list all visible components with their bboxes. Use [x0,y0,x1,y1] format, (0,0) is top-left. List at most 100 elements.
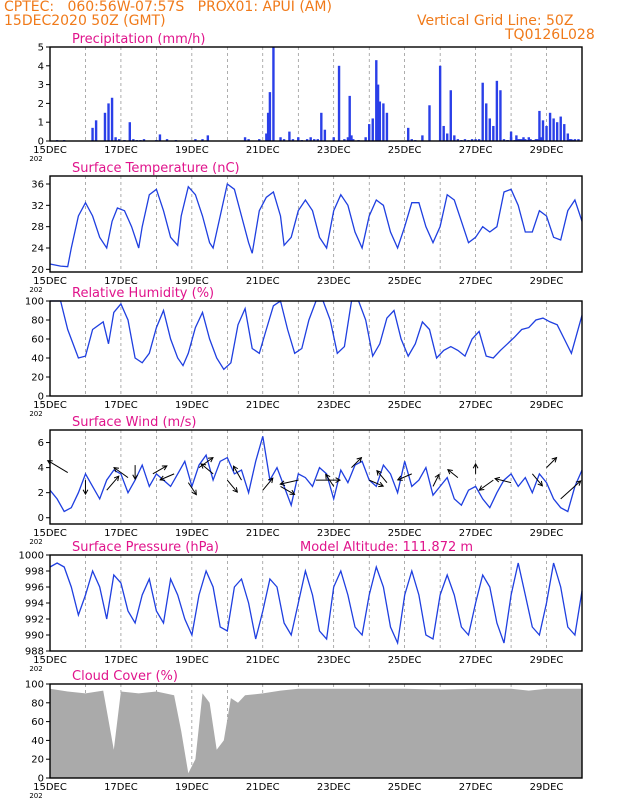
precipitation-bar [309,137,312,141]
pressure-ytick-label: 990 [25,631,44,642]
temperature-frame [49,175,583,273]
precipitation-bar [520,139,523,141]
precipitation-bar [407,127,410,141]
precipitation-bar [343,139,346,141]
temperature-xtick-label: 19DEC [175,276,209,287]
wind-vector [106,475,120,491]
temperature-xtick-label: 15DEC [33,276,67,287]
pressure-annotation: Model Altitude: 111.872 m [300,540,473,555]
wind-vector [233,465,242,481]
wind-title: Surface Wind (m/s) [72,415,196,430]
cloud-cover-xtick-label: 15DEC [33,782,67,793]
precipitation-frame [49,46,583,142]
cloud-cover-ytick-label: 20 [31,755,44,766]
wind-vector-head [233,465,239,472]
precipitation-bar [566,133,570,141]
precipitation-bar [376,84,380,141]
precipitation-bar [128,122,131,141]
wind-vector-head [113,475,120,482]
precipitation-bar [410,139,413,141]
temperature-title: Surface Temperature (nC) [72,161,240,176]
humidity-ytick-label: 40 [31,354,44,365]
cloud-cover-xtick-label: 19DEC [175,782,209,793]
precipitation-bar [509,137,513,141]
precipitation-bar [446,133,449,141]
precipitation-bar [495,80,499,141]
precipitation-bar [421,135,424,141]
precipitation-bar [107,103,110,141]
precipitation-bar [515,135,518,141]
precipitation-bar [348,95,351,141]
cloud-cover-ytick-label: 100 [25,680,44,691]
wind-vector [397,473,412,481]
wind-xtick-label: 29DEC [530,528,564,539]
precipitation-bar [509,131,513,141]
humidity-xtick-label: 17DEC [104,400,138,411]
precipitation-bar [91,127,94,141]
pressure-ytick-label: 1000 [19,551,44,562]
precipitation-xtick-label: 27DEC [459,145,493,156]
wind-vector [113,467,129,479]
wind-xtick-label: 27DEC [459,528,493,539]
wind-vector [200,463,214,475]
precipitation-bar [442,125,445,141]
wind-vector [369,479,384,487]
precipitation-bar [194,139,197,141]
pressure-panel: 988 990 992 994 996 998 1000 15DEC 17DEC 19DEC 21D… [19,540,583,673]
temperature-ytick-label: 24 [31,244,44,255]
wind-vector [546,457,557,468]
precipitation-bar [266,112,270,141]
precipitation-bar [548,112,552,141]
humidity-title: Relative Humidity (%) [72,286,214,301]
wind-vector [262,477,274,491]
pressure-ytick-label: 988 [25,647,44,658]
wind-vector [198,457,214,469]
pressure-year-stub: 202 [29,665,42,673]
precipitation-bar [536,139,539,141]
precipitation-bar [323,129,327,141]
humidity-ytick-label: 80 [31,316,44,327]
precipitation-bar [563,124,566,141]
precipitation-bar [114,137,117,141]
wind-vector [325,474,335,487]
pressure-ytick-label: 994 [25,599,44,610]
wind-vector [531,473,543,487]
cloud-cover-xtick-label: 27DEC [459,782,493,793]
precipitation-bar [499,90,502,141]
pressure-ytick-label: 998 [25,567,44,578]
header-line2-right: Vertical Grid Line: 50Z [417,13,574,29]
humidity-panel: 0 20 40 60 80 100 15DEC 17DEC 19DEC 21DEC 23DEC 25D… [25,286,583,418]
wind-vector-head [267,477,274,484]
pressure-xtick-label: 15DEC [33,655,67,666]
wind-vector-head [289,489,296,495]
precipitation-bar [453,135,456,141]
pressure-xtick-label: 27DEC [459,655,493,666]
temperature-year-stub: 202 [29,286,42,294]
pressure-series-line [49,562,583,646]
wind-frame [49,429,583,525]
wind-vector-head [447,468,453,475]
wind-vector-head [113,467,120,473]
precipitation-bar [518,139,522,141]
wind-vector [479,479,494,491]
cloud-cover-ytick-label: 60 [31,717,44,728]
precipitation-bar [492,125,495,141]
wind-vector [226,479,238,493]
wind-vector-head [207,456,214,463]
header-line3-right: TQ0126L028 [505,27,595,43]
precipitation-bar [438,65,442,141]
precipitation-bar [375,60,378,141]
wind-panel: 0 2 4 6 15DEC 17DEC 19DEC 21DEC 23DEC 25DEC 27DEC 2… [29,415,583,546]
precipitation-ytick-label: 0 [38,137,44,148]
precipitation-bar [540,137,543,141]
precipitation-bar [288,131,291,141]
precipitation-bar [279,137,282,141]
precipitation-bar [320,112,323,141]
temperature-panel: 20 24 28 32 36 15DEC 17DEC 19DEC 21DEC 23DEC 25DEC… [29,161,583,294]
wind-vector-head [378,481,385,488]
wind-vector [447,469,459,479]
wind-ytick-label: 0 [38,513,44,524]
precipitation-bar [449,90,452,141]
wind-vector [159,473,175,481]
wind-ytick-label: 2 [38,488,44,499]
